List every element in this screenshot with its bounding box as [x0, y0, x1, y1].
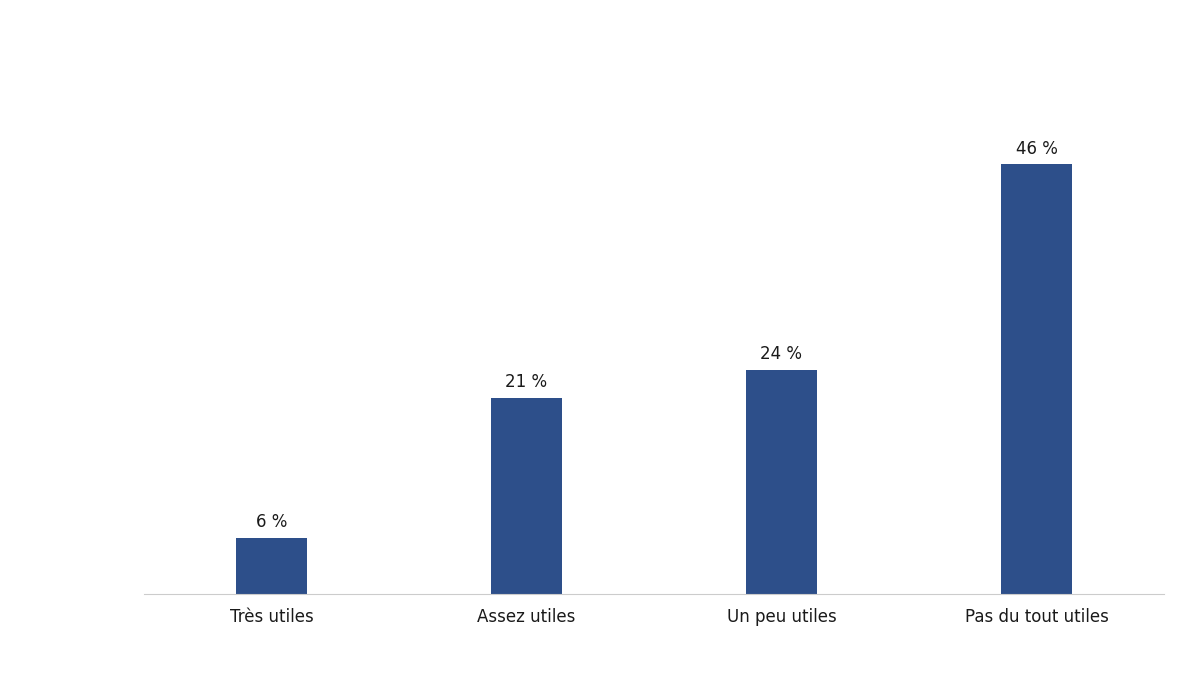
Bar — [236, 538, 307, 594]
Bar — [491, 398, 563, 594]
Text: 6 %: 6 % — [256, 514, 287, 531]
Bar — [746, 370, 817, 594]
Text: 21 %: 21 % — [505, 373, 547, 392]
Text: 46 %: 46 % — [1015, 140, 1057, 158]
Bar — [1001, 165, 1073, 594]
Text: 24 %: 24 % — [761, 346, 803, 363]
